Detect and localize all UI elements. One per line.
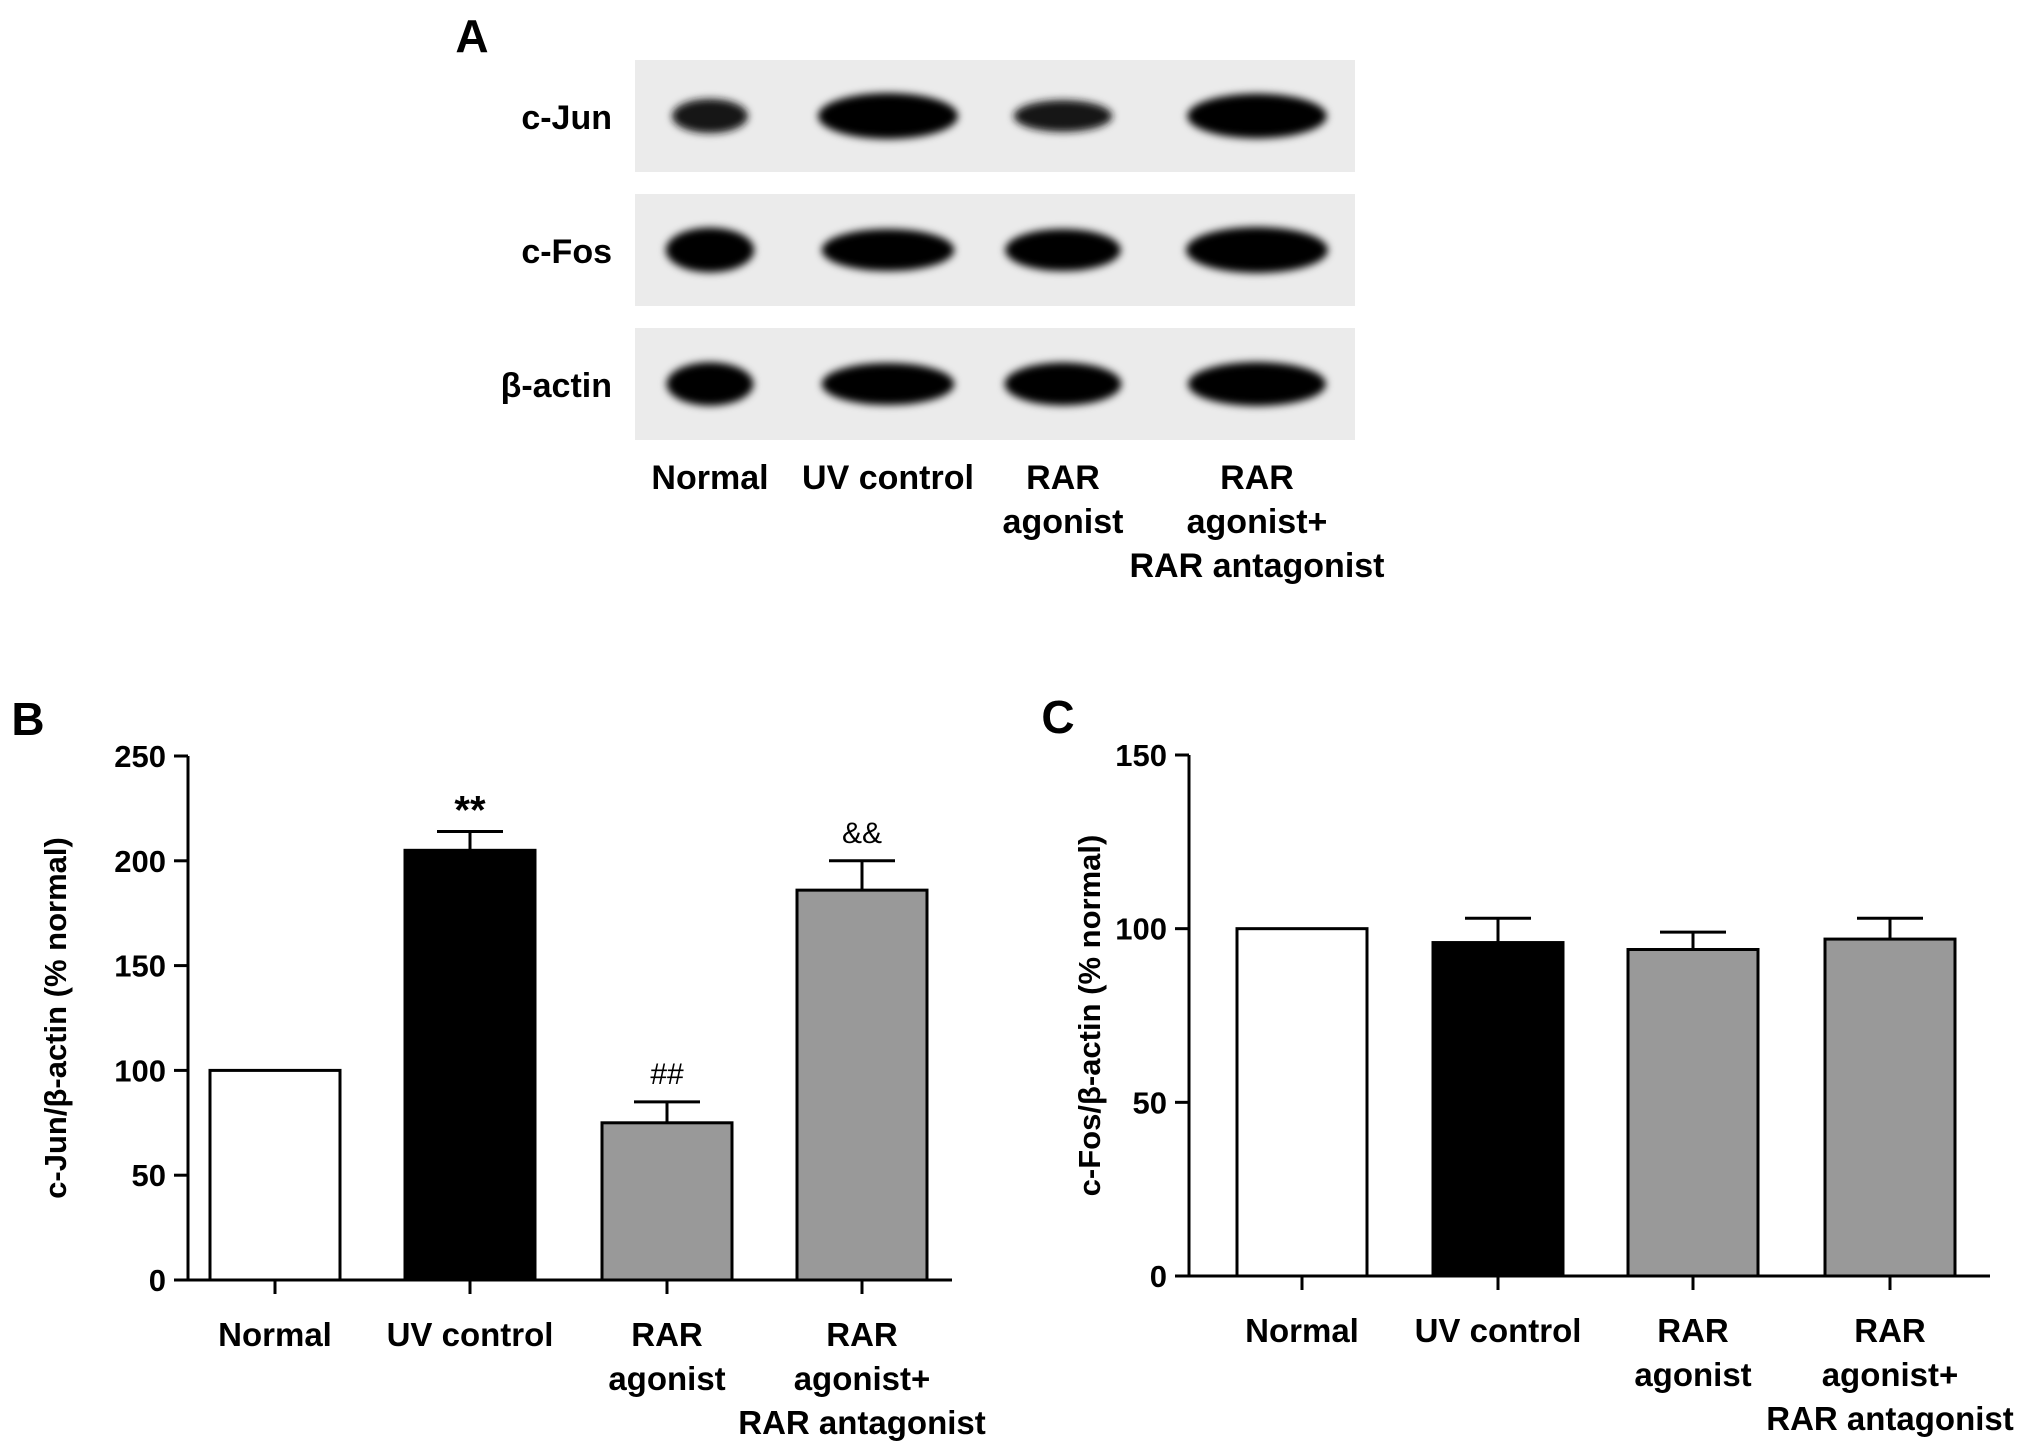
x-category-label: agonist bbox=[608, 1360, 725, 1397]
x-category-label: RAR bbox=[631, 1316, 703, 1353]
panel-label-a: A bbox=[455, 10, 488, 62]
x-category-label: RAR antagonist bbox=[1766, 1400, 2014, 1437]
x-category-label: agonist+ bbox=[1822, 1356, 1959, 1393]
blot-band bbox=[1004, 362, 1122, 406]
blot-strips bbox=[635, 60, 1355, 440]
y-axis-label: c-Fos/β-actin (% normal) bbox=[1072, 835, 1107, 1197]
x-category-label: RAR bbox=[826, 1316, 898, 1353]
x-category-label: Normal bbox=[1245, 1312, 1359, 1349]
blot-lane-label: RAR bbox=[1220, 459, 1294, 497]
x-category-label: UV control bbox=[387, 1316, 554, 1353]
blot-band bbox=[666, 362, 754, 406]
blot-band bbox=[1187, 362, 1327, 406]
x-category-label: Normal bbox=[218, 1316, 332, 1353]
blot-band bbox=[1005, 228, 1121, 272]
blot-row-label: β-actin bbox=[501, 367, 612, 405]
blot-band bbox=[1186, 227, 1328, 273]
c-fos-bar-chart: 0 50 100 150 c-Fos/β-actin (% normal) Normal U… bbox=[1072, 738, 2014, 1437]
bar bbox=[600, 1121, 734, 1282]
y-tick-label: 150 bbox=[114, 949, 166, 984]
blot-strip bbox=[635, 60, 1355, 172]
panel-label-c: C bbox=[1041, 691, 1074, 743]
y-tick-label: 250 bbox=[114, 739, 166, 774]
bar bbox=[1626, 948, 1760, 1278]
blot-lane-label: agonist+ bbox=[1187, 503, 1328, 541]
x-category-label: agonist bbox=[1634, 1356, 1751, 1393]
x-category-label: RAR antagonist bbox=[738, 1404, 986, 1441]
blot-band bbox=[821, 362, 955, 406]
bar bbox=[1235, 927, 1369, 1278]
x-category-label: RAR bbox=[1657, 1312, 1729, 1349]
blot-row-label: c-Jun bbox=[521, 99, 612, 137]
bar bbox=[403, 848, 537, 1282]
blot-strip bbox=[635, 328, 1355, 440]
blot-strip bbox=[635, 194, 1355, 306]
bar bbox=[1823, 937, 1957, 1278]
bar bbox=[795, 888, 929, 1282]
blot-lane-label: RAR bbox=[1026, 459, 1100, 497]
panel-label-b: B bbox=[11, 693, 44, 745]
y-tick-label: 100 bbox=[114, 1053, 166, 1088]
blot-lane-label: Normal bbox=[651, 459, 768, 497]
x-category-label: agonist+ bbox=[794, 1360, 931, 1397]
blot-lane-label: RAR antagonist bbox=[1130, 547, 1385, 585]
western-blot: c-Jun c-Fos β-actin Normal UV control RAR ago… bbox=[501, 60, 1385, 585]
significance-label: ## bbox=[650, 1058, 684, 1091]
y-tick-label: 0 bbox=[1150, 1259, 1167, 1294]
significance-label: && bbox=[842, 817, 882, 850]
y-tick-label: 100 bbox=[1115, 912, 1167, 947]
bar bbox=[1431, 941, 1565, 1278]
blot-band bbox=[672, 98, 748, 134]
c-jun-bar-chart: 0 50 100 150 200 250 c-Jun/β-actin (% normal) N… bbox=[38, 739, 986, 1441]
bar bbox=[208, 1068, 342, 1282]
significance-label: ** bbox=[454, 788, 486, 832]
y-tick-label: 0 bbox=[149, 1263, 166, 1298]
blot-band bbox=[1013, 100, 1113, 132]
y-tick-label: 50 bbox=[132, 1158, 166, 1193]
x-category-label: RAR bbox=[1854, 1312, 1926, 1349]
blot-lane-label: UV control bbox=[802, 459, 974, 497]
x-category-label: UV control bbox=[1415, 1312, 1582, 1349]
y-axis-label: c-Jun/β-actin (% normal) bbox=[38, 837, 73, 1199]
blot-band bbox=[821, 228, 955, 272]
blot-row-label: c-Fos bbox=[521, 233, 612, 271]
blot-band bbox=[665, 227, 755, 273]
blot-lane-label: agonist bbox=[1003, 503, 1124, 541]
y-tick-label: 150 bbox=[1115, 738, 1167, 773]
y-tick-label: 200 bbox=[114, 844, 166, 879]
blot-lane-labels: Normal UV control RAR agonist RAR agonist+ RAR… bbox=[651, 459, 1384, 585]
blot-row-labels: c-Jun c-Fos β-actin bbox=[501, 99, 612, 405]
blot-band bbox=[818, 93, 958, 139]
y-tick-label: 50 bbox=[1133, 1085, 1167, 1120]
blot-band bbox=[1187, 93, 1327, 139]
